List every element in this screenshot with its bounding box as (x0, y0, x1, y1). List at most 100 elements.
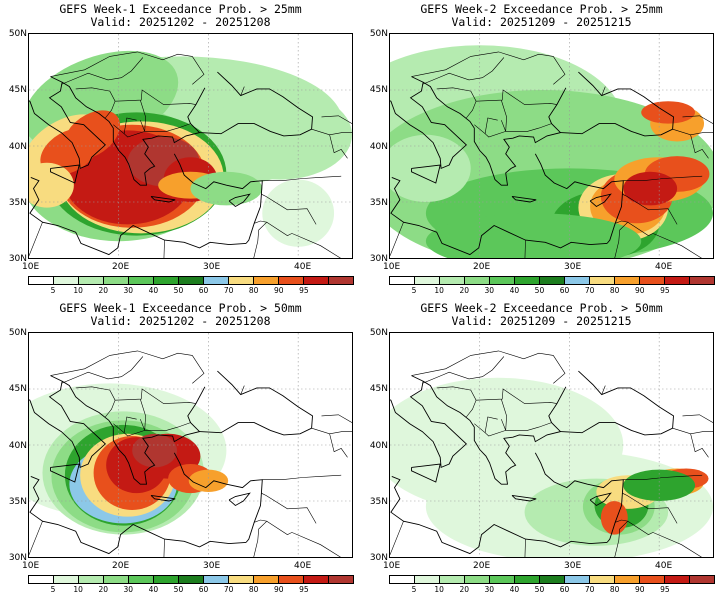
country-border (253, 519, 268, 557)
colorbar-label: 40 (148, 286, 159, 295)
colorbar-swatch (179, 576, 204, 583)
colorbar-label: 50 (534, 286, 545, 295)
colorbar-swatch (415, 576, 440, 583)
country-border (390, 521, 404, 555)
map-plot (389, 332, 714, 558)
coastline (560, 71, 674, 137)
country-border (411, 350, 566, 384)
coastline (199, 71, 313, 137)
probability-contour (190, 171, 263, 206)
colorbar-swatch (304, 576, 329, 583)
coastline (534, 452, 624, 543)
country-border (123, 117, 137, 134)
coastline (422, 81, 567, 186)
colorbar-label: 5 (411, 286, 417, 295)
colorbar (28, 276, 354, 285)
lon-label: 40E (655, 262, 673, 272)
coastline (390, 475, 608, 555)
colorbar-label: 50 (173, 286, 184, 295)
coastline (390, 375, 467, 469)
colorbar-swatch (540, 277, 565, 284)
colorbar-label: 30 (484, 585, 495, 594)
colorbar-swatch (79, 277, 104, 284)
colorbar-label: 95 (299, 585, 309, 594)
lat-label: 50N (369, 328, 388, 338)
country-border (682, 115, 713, 124)
probability-contour (188, 469, 229, 493)
lat-label: 45N (369, 85, 388, 95)
lat-label: 50N (8, 29, 27, 39)
colorbar-swatch (254, 277, 279, 284)
country-border (261, 492, 317, 524)
country-border (261, 193, 317, 225)
map-plot (389, 33, 714, 259)
colorbar-label: 70 (584, 286, 595, 295)
coastline (29, 375, 106, 469)
country-border (690, 134, 709, 159)
colorbar-label: 10 (73, 585, 83, 594)
colorbar-swatch (665, 277, 690, 284)
country-border (266, 520, 341, 557)
lon-label: 10E (383, 561, 401, 571)
colorbar-swatch (440, 277, 465, 284)
colorbar-label: 50 (173, 585, 184, 594)
panel-title: GEFS Week-1 Exceedance Prob. > 25mm (59, 2, 302, 16)
country-border (266, 221, 341, 258)
country-border (253, 220, 268, 258)
colorbar-swatch (565, 576, 590, 583)
colorbar-label: 20 (98, 286, 108, 295)
colorbar-label: 70 (584, 585, 595, 594)
country-border (321, 115, 352, 124)
colorbar-label: 20 (459, 286, 469, 295)
colorbar-swatch (54, 576, 79, 583)
country-border (622, 193, 678, 225)
colorbar-swatch (590, 277, 615, 284)
colorbar-label: 60 (198, 585, 209, 594)
country-border (177, 123, 191, 129)
colorbar-labels: 5 10 20 30 40 50 60 70 80 90 95 (28, 585, 354, 595)
colorbar-label: 70 (223, 585, 234, 594)
colorbar-label: 40 (509, 286, 520, 295)
lon-label: 30E (203, 561, 221, 571)
country-border (501, 100, 507, 132)
lat-label: 50N (369, 29, 388, 39)
coastline (411, 463, 441, 483)
colorbar-swatch (590, 576, 615, 583)
colorbar-swatch (204, 277, 229, 284)
coastline (390, 76, 467, 170)
colorbar-swatch (690, 576, 714, 583)
country-border (390, 222, 404, 256)
coastline (560, 370, 674, 436)
coastline (150, 494, 176, 502)
country-border (115, 89, 196, 105)
coastline (150, 195, 176, 203)
colorbar-label: 40 (509, 585, 520, 594)
coastline (173, 153, 263, 244)
country-border (623, 474, 703, 480)
colorbar-labels: 5 10 20 30 40 50 60 70 80 90 95 (389, 585, 715, 595)
colorbar-swatch (390, 576, 415, 583)
colorbar-labels: 5 10 20 30 40 50 60 70 80 90 95 (28, 286, 354, 296)
colorbar-swatch (79, 576, 104, 583)
country-border (474, 124, 539, 138)
colorbar-swatch (390, 277, 415, 284)
country-border (422, 356, 505, 384)
colorbar-swatch (540, 576, 565, 583)
colorbar-label: 60 (559, 585, 570, 594)
lat-label: 30N (8, 254, 27, 264)
coastline (228, 492, 251, 507)
coastline (29, 475, 247, 555)
coastline (589, 492, 612, 507)
colorbar-swatch (565, 277, 590, 284)
lon-label: 20E (112, 262, 130, 272)
map-panel-4: GEFS Week-2 Exceedance Prob. > 50mm Vali… (361, 299, 722, 598)
coastline (29, 76, 106, 170)
lon-label: 20E (473, 561, 491, 571)
colorbar-swatch (515, 576, 540, 583)
colorbar-label: 90 (634, 585, 645, 594)
colorbar-swatch (640, 576, 665, 583)
colorbar-label: 95 (299, 286, 309, 295)
colorbar-label: 80 (248, 585, 259, 594)
lon-label: 10E (383, 262, 401, 272)
lon-label: 10E (22, 561, 40, 571)
